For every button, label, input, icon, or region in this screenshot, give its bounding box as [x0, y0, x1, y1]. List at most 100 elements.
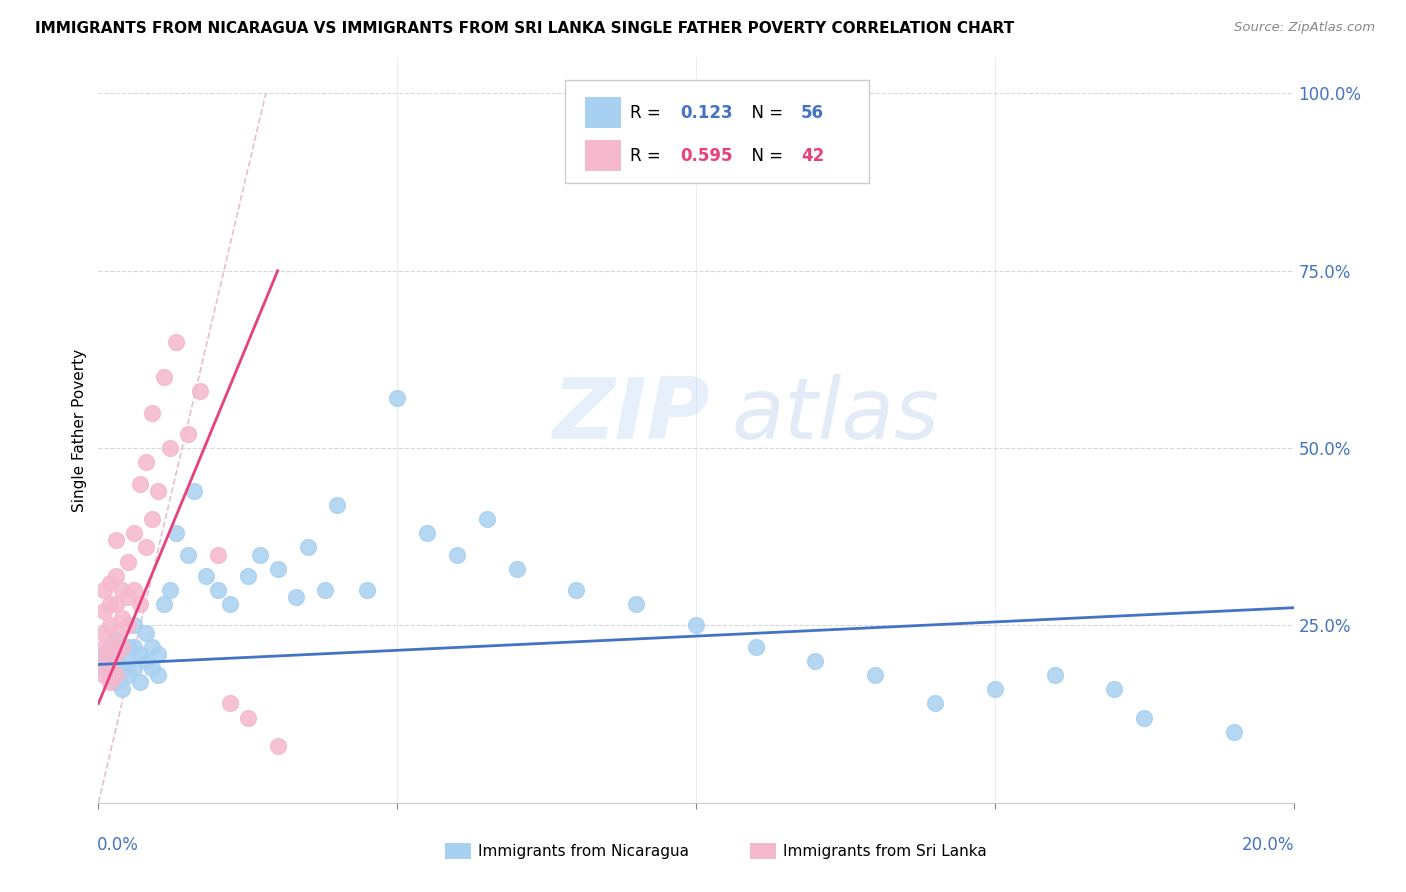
Point	[804, 654, 827, 668]
Point	[124, 640, 146, 654]
Point	[105, 625, 128, 640]
Text: Immigrants from Nicaragua: Immigrants from Nicaragua	[478, 844, 689, 859]
Point	[111, 661, 134, 675]
Point	[98, 661, 122, 675]
Text: 0.595: 0.595	[681, 146, 733, 164]
Point	[141, 512, 163, 526]
Point	[284, 590, 307, 604]
Point	[105, 647, 128, 661]
Point	[297, 541, 319, 555]
Point	[141, 406, 163, 420]
Point	[159, 441, 181, 455]
Point	[1223, 724, 1246, 739]
Text: 20.0%: 20.0%	[1243, 837, 1295, 855]
Point	[135, 455, 157, 469]
Point	[183, 483, 205, 498]
Point	[93, 582, 115, 597]
Point	[93, 654, 115, 668]
Point	[111, 611, 134, 625]
Point	[93, 668, 115, 682]
Point	[93, 647, 115, 661]
Point	[267, 562, 290, 576]
Point	[111, 682, 134, 697]
Point	[105, 668, 128, 682]
Point	[105, 569, 128, 583]
Point	[416, 526, 439, 541]
Point	[117, 640, 139, 654]
Point	[315, 582, 337, 597]
Text: N =: N =	[741, 103, 789, 121]
Point	[236, 569, 259, 583]
Point	[124, 661, 146, 675]
Text: 0.123: 0.123	[681, 103, 733, 121]
Point	[98, 640, 122, 654]
Point	[93, 625, 115, 640]
Point	[117, 590, 139, 604]
Point	[924, 697, 946, 711]
Point	[93, 661, 115, 675]
Point	[626, 597, 648, 611]
Point	[105, 597, 128, 611]
Point	[506, 562, 529, 576]
Text: 0.0%: 0.0%	[97, 837, 139, 855]
FancyBboxPatch shape	[749, 843, 776, 859]
Point	[1133, 711, 1156, 725]
Point	[165, 334, 187, 349]
Point	[177, 548, 200, 562]
Point	[207, 548, 229, 562]
FancyBboxPatch shape	[585, 97, 620, 128]
Point	[195, 569, 218, 583]
Point	[124, 582, 146, 597]
Point	[117, 555, 139, 569]
Point	[105, 632, 128, 647]
Text: IMMIGRANTS FROM NICARAGUA VS IMMIGRANTS FROM SRI LANKA SINGLE FATHER POVERTY COR: IMMIGRANTS FROM NICARAGUA VS IMMIGRANTS …	[35, 21, 1014, 36]
FancyBboxPatch shape	[565, 80, 869, 183]
Point	[219, 597, 242, 611]
Point	[98, 668, 122, 682]
Y-axis label: Single Father Poverty: Single Father Poverty	[72, 349, 87, 512]
Point	[865, 668, 887, 682]
Text: R =: R =	[630, 103, 666, 121]
Point	[475, 512, 498, 526]
Point	[207, 582, 229, 597]
Point	[153, 370, 176, 384]
Point	[129, 597, 152, 611]
FancyBboxPatch shape	[585, 140, 620, 171]
Point	[148, 668, 170, 682]
Point	[385, 392, 409, 406]
Point	[165, 526, 187, 541]
Point	[93, 640, 115, 654]
Point	[177, 426, 200, 441]
Point	[98, 575, 122, 590]
Point	[267, 739, 290, 753]
Text: R =: R =	[630, 146, 666, 164]
Text: atlas: atlas	[733, 374, 939, 457]
Point	[685, 618, 707, 632]
Text: 42: 42	[801, 146, 824, 164]
Point	[117, 668, 139, 682]
Text: Immigrants from Sri Lanka: Immigrants from Sri Lanka	[783, 844, 987, 859]
Point	[124, 618, 146, 632]
Point	[249, 548, 271, 562]
Point	[135, 654, 157, 668]
Point	[135, 625, 157, 640]
Point	[984, 682, 1007, 697]
Point	[188, 384, 211, 399]
Point	[141, 640, 163, 654]
Text: N =: N =	[741, 146, 789, 164]
Point	[98, 618, 122, 632]
Point	[135, 541, 157, 555]
Point	[105, 675, 128, 690]
Text: 56: 56	[801, 103, 824, 121]
Point	[153, 597, 176, 611]
Point	[98, 597, 122, 611]
Point	[1043, 668, 1066, 682]
Point	[105, 533, 128, 548]
Point	[124, 526, 146, 541]
Point	[219, 697, 242, 711]
Point	[565, 582, 588, 597]
Point	[148, 647, 170, 661]
Point	[111, 640, 134, 654]
Point	[141, 661, 163, 675]
Point	[117, 654, 139, 668]
